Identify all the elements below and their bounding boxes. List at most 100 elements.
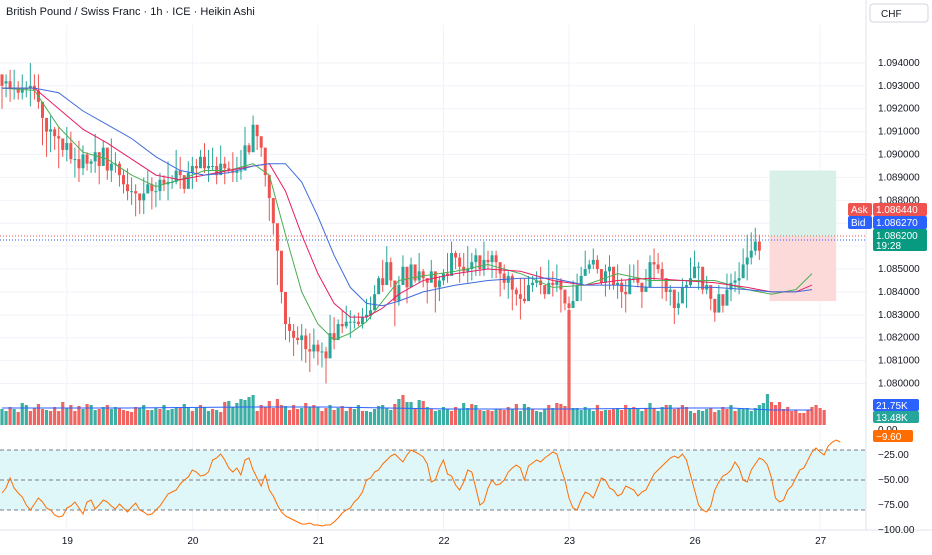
candle-body: [263, 147, 267, 176]
candle-body: [693, 266, 697, 279]
candle-body: [348, 321, 352, 323]
volume-bar: [166, 410, 170, 425]
volume-bar: [575, 408, 579, 425]
volume-bar: [607, 410, 612, 425]
volume-bar: [219, 412, 223, 425]
profit-zone: [769, 170, 837, 237]
candle-body: [737, 278, 741, 281]
volume-bar: [332, 410, 336, 425]
candle-body: [684, 285, 688, 288]
candle-body: [360, 317, 364, 324]
volume-bar: [312, 405, 316, 425]
oscillator-line: [1, 439, 841, 527]
candle-body: [697, 266, 701, 268]
candle-body: [433, 271, 437, 288]
volume-bar: [684, 407, 689, 425]
volume-bar: [697, 410, 701, 425]
volume-bar: [701, 411, 705, 425]
volume-bar: [186, 407, 190, 425]
candle-body: [134, 191, 138, 194]
volume-bar: [231, 407, 235, 425]
price-tick-label: 1.082000: [878, 333, 920, 344]
candle-body: [73, 159, 77, 161]
volume-bar: [709, 408, 713, 425]
volume-bar: [514, 404, 518, 425]
volume-bar: [599, 411, 603, 425]
candle-body: [539, 280, 543, 286]
candle-body: [4, 81, 8, 84]
candle-body: [69, 143, 73, 160]
volume-bar: [725, 409, 729, 425]
volume-bar: [247, 397, 251, 425]
volume-bar: [73, 411, 77, 425]
candle-body: [194, 165, 198, 169]
candle-body: [413, 264, 417, 281]
volume-bar: [304, 403, 308, 425]
last-price: 1.086200: [876, 231, 918, 242]
candle-body: [211, 165, 215, 167]
candle-body: [729, 282, 733, 290]
candle-body: [320, 351, 324, 353]
volume-bar: [547, 405, 551, 425]
candle-body: [53, 129, 57, 137]
volume-ma-line: [2, 406, 812, 411]
volume-bar: [494, 409, 498, 425]
volume-bar: [356, 405, 360, 425]
volume-bar: [324, 408, 328, 425]
chart-title: British Pound / Swiss Franc · 1h · ICE ·…: [6, 6, 255, 18]
price-tick-label: 1.088000: [878, 195, 920, 206]
volume-bar: [441, 407, 446, 425]
candle-body: [373, 294, 377, 311]
oscillator-tick-label: −25.00: [878, 450, 909, 461]
candle-body: [130, 191, 134, 193]
candle-body: [85, 154, 89, 164]
volume-bar: [632, 407, 636, 425]
candle-body: [425, 278, 429, 283]
volume-bar: [32, 408, 36, 425]
volume-bar: [753, 408, 757, 425]
volume-bar: [652, 408, 656, 425]
volume-bar: [121, 410, 126, 425]
candle-body: [470, 262, 474, 270]
volume-ma-value: 21.75K: [876, 401, 908, 412]
volume-bar: [198, 405, 203, 425]
volume-bar: [425, 407, 429, 425]
volume-bar: [782, 409, 786, 425]
volume-bar: [660, 407, 664, 425]
volume-bar: [567, 310, 571, 425]
candle-body: [616, 282, 620, 286]
volume-bar: [486, 410, 490, 425]
volume-bar: [101, 407, 105, 425]
position-zones: [0, 170, 866, 302]
volume-bar: [227, 401, 231, 425]
volume-bar: [498, 409, 502, 425]
currency-button[interactable]: [869, 3, 929, 23]
volume-bar: [433, 411, 437, 425]
time-tick-label: 20: [187, 536, 199, 547]
candle-body: [563, 289, 567, 304]
volume-bar: [773, 405, 778, 425]
volume-bar: [328, 405, 332, 425]
candle-body: [324, 351, 328, 359]
price-tick-label: 1.090000: [878, 150, 920, 161]
candle-body: [462, 266, 466, 272]
volume-bar: [364, 411, 369, 425]
candle-body: [417, 271, 421, 281]
candle-body: [482, 259, 486, 270]
moving-average-line: [2, 87, 813, 307]
volume-bar: [705, 409, 709, 425]
volume-bar: [555, 403, 559, 425]
candle-body: [608, 266, 611, 272]
volume-bar: [713, 412, 717, 425]
candle-body: [717, 294, 721, 313]
candle-body: [454, 253, 458, 258]
volume-bar: [259, 405, 263, 425]
volume-bar: [93, 410, 97, 425]
volume-bar: [680, 405, 684, 425]
candle-body: [284, 291, 287, 324]
volume-bar: [211, 409, 215, 425]
volume-bar: [405, 402, 409, 425]
volume-bar: [458, 409, 462, 425]
